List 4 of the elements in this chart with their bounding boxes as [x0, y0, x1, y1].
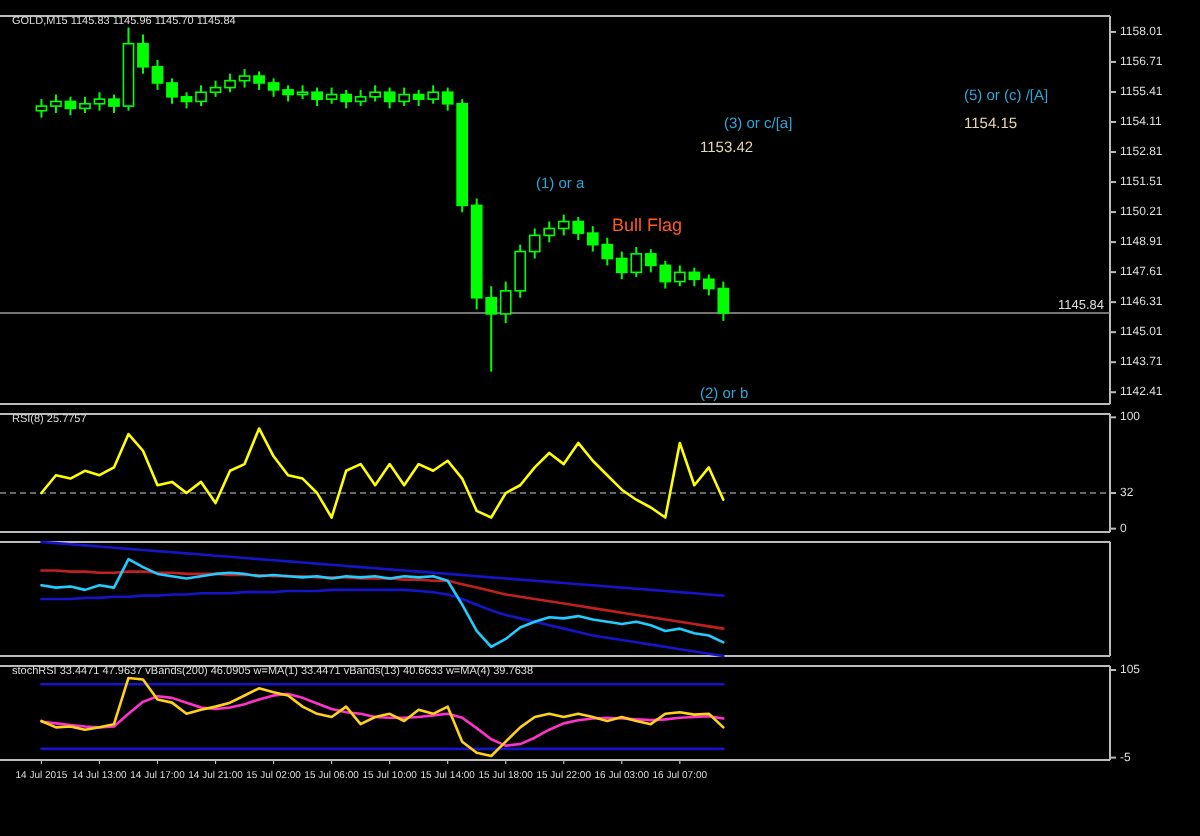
annotation: Bull Flag — [612, 214, 683, 235]
line-series — [40, 427, 725, 519]
line-series — [40, 692, 725, 747]
line-series — [40, 676, 725, 758]
